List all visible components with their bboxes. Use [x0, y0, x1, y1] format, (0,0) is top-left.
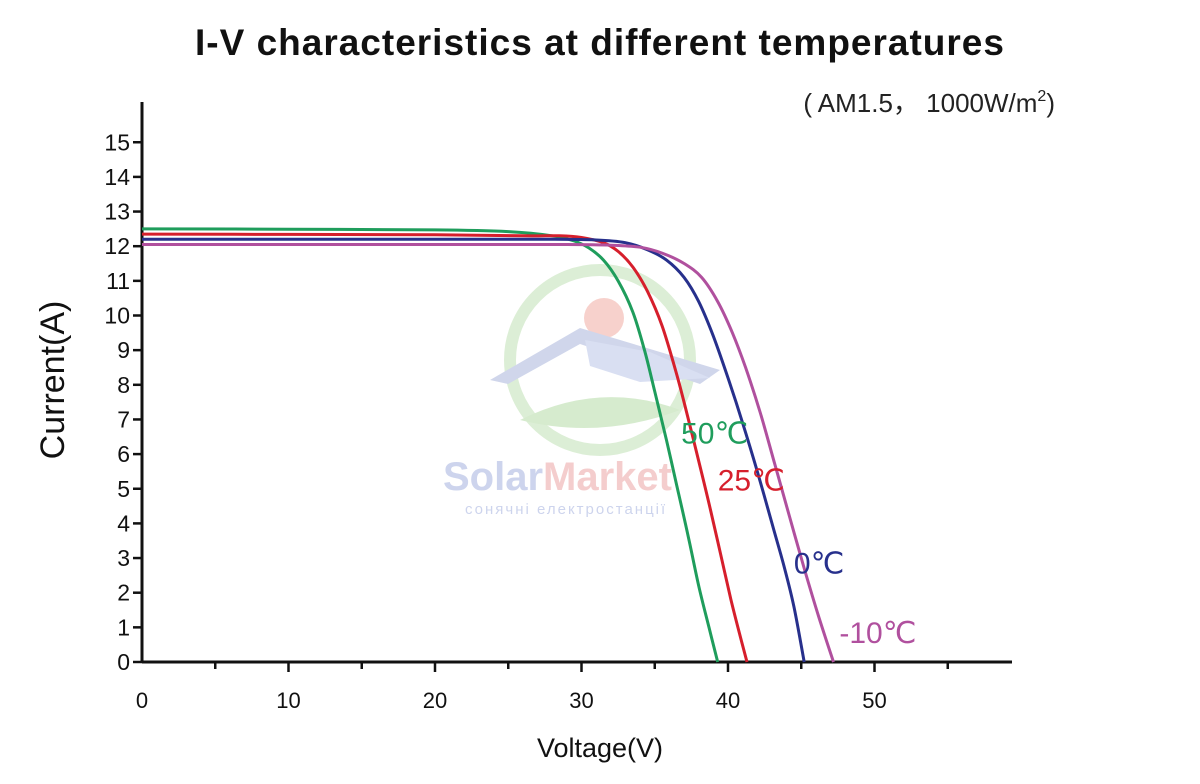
- series-labels: 50℃ 25℃ 0℃ -10℃: [681, 418, 916, 650]
- series-label-0: 50℃: [681, 418, 748, 451]
- watermark-logo: SolarMarket сонячні електростанції: [443, 264, 720, 518]
- y-tick-label: 13: [104, 199, 130, 225]
- y-tick-label: 11: [106, 268, 130, 294]
- watermark-leaf: [520, 397, 680, 428]
- x-tick-label: 50: [862, 688, 886, 713]
- y-tick-label: 7: [117, 406, 130, 432]
- y-tick-label: 0: [117, 649, 130, 675]
- y-tick-label: 6: [117, 441, 130, 467]
- y-tick-label: 2: [117, 580, 130, 606]
- x-tick-label: 40: [716, 688, 740, 713]
- watermark-brand: SolarMarket: [443, 455, 672, 499]
- series-label-3: -10℃: [839, 617, 916, 650]
- x-tick-label: 30: [569, 688, 593, 713]
- series-label-1: 25℃: [718, 464, 785, 497]
- x-tick-label: 20: [423, 688, 447, 713]
- y-tick-label: 4: [117, 510, 130, 536]
- chart-subtitle: ( AM1.5， 1000W/m2): [803, 88, 1055, 118]
- series-label-2: 0℃: [794, 548, 844, 581]
- watermark-tagline: сонячні електростанції: [465, 501, 667, 518]
- y-tick-label: 5: [117, 476, 130, 502]
- subtitle-close: ): [1046, 88, 1055, 118]
- y-tick-label: 14: [104, 164, 130, 190]
- y-tick-label: 8: [117, 372, 130, 398]
- axes: [140, 102, 1012, 664]
- x-tick-label: 10: [276, 688, 300, 713]
- chart-title: I-V characteristics at different tempera…: [195, 22, 1005, 63]
- y-axis-label: Current(A): [34, 301, 72, 460]
- y-tick-label: 15: [104, 129, 130, 155]
- y-tick-label: 1: [117, 614, 130, 640]
- watermark-ring: [504, 264, 696, 456]
- subtitle-superscript: 2: [1037, 88, 1046, 105]
- series-line-0: [141, 227, 720, 663]
- series-line-3: [142, 242, 835, 663]
- y-tick-label: 10: [104, 303, 130, 329]
- series-line-2: [142, 237, 806, 663]
- y-tick-label: 3: [117, 545, 130, 571]
- watermark-sun: [584, 298, 624, 338]
- subtitle-main: ( AM1.5， 1000W/m: [803, 88, 1037, 118]
- y-tick-label: 9: [117, 337, 130, 363]
- x-tick-label: 0: [136, 688, 148, 713]
- series-line-1: [141, 232, 749, 663]
- x-axis-label: Voltage(V): [537, 733, 663, 763]
- y-tick-label: 12: [104, 233, 130, 259]
- series-lines: [141, 227, 835, 663]
